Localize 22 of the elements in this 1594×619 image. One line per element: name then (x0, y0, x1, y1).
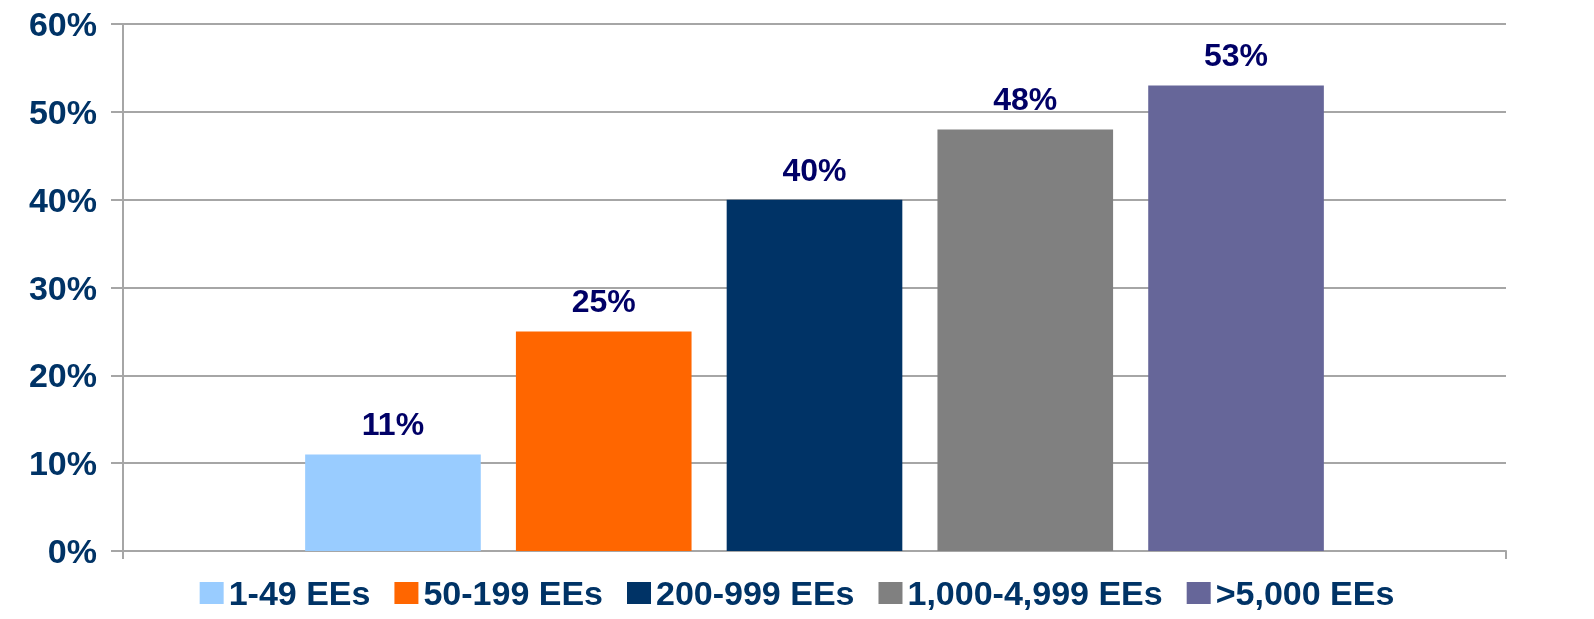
y-tick-label: 30% (28, 268, 97, 307)
data-label: 25% (571, 283, 636, 320)
y-tick-label: 40% (28, 180, 97, 219)
bar (1148, 85, 1324, 551)
y-tick-label: 0% (47, 532, 97, 570)
bar (305, 454, 481, 551)
legend-label: 200-999 EEs (656, 574, 855, 612)
bar (726, 199, 903, 551)
data-label: 11% (361, 406, 425, 443)
data-label: 40% (782, 151, 847, 188)
y-tick-label: 50% (28, 92, 97, 131)
y-tick-label: 20% (28, 356, 97, 395)
y-tick-label: 60% (28, 5, 97, 43)
legend-label: >5,000 EEs (1215, 574, 1395, 612)
bar (937, 129, 1114, 551)
data-label: 53% (1204, 37, 1269, 74)
data-label: 48% (993, 81, 1058, 118)
legend-label: 1-49 EEs (228, 574, 371, 612)
legend-label: 1,000-4,999 EEs (907, 574, 1163, 612)
bar (515, 331, 692, 551)
legend-label: 50-199 EEs (423, 574, 604, 612)
y-tick-label: 10% (28, 444, 97, 483)
